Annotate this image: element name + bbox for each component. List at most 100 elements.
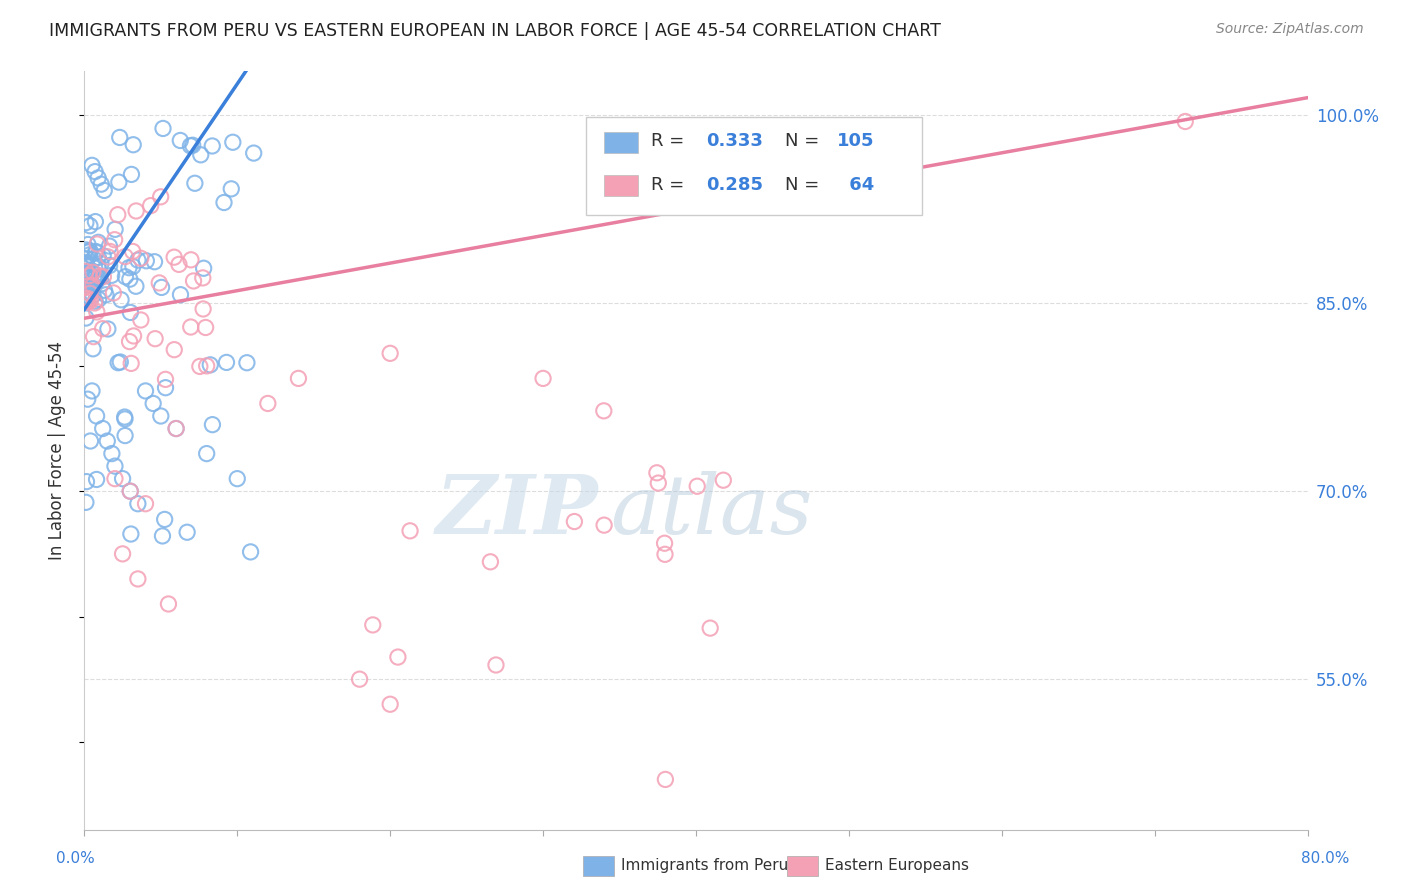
Text: 0.0%: 0.0%: [56, 851, 96, 865]
Point: [114, 412, 136, 426]
Point: [76, 270, 98, 285]
Point: [100, 268, 122, 283]
Text: Source: ZipAtlas.com: Source: ZipAtlas.com: [1216, 22, 1364, 37]
Point: [239, 545, 262, 559]
Point: [201, 417, 224, 432]
Point: [593, 518, 616, 533]
Text: atlas: atlas: [610, 471, 813, 551]
Point: [75, 259, 97, 273]
Point: [127, 253, 149, 268]
Point: [77, 292, 100, 306]
Point: [80, 264, 103, 278]
Point: [79, 434, 101, 448]
Text: R =: R =: [651, 132, 690, 150]
Point: [135, 384, 157, 398]
Text: N =: N =: [786, 176, 825, 194]
Point: [79, 248, 101, 262]
Point: [90, 257, 112, 271]
Point: [79, 219, 101, 233]
Point: [180, 252, 202, 267]
Point: [149, 190, 172, 204]
Point: [76, 252, 98, 266]
Point: [167, 257, 190, 271]
Point: [118, 260, 141, 275]
Point: [135, 253, 157, 268]
Point: [76, 244, 98, 259]
Point: [86, 274, 108, 288]
Point: [142, 396, 165, 410]
Point: [129, 252, 152, 266]
Point: [155, 372, 177, 386]
Point: [104, 233, 127, 247]
Point: [80, 276, 103, 290]
Point: [76, 288, 98, 302]
Point: [191, 271, 214, 285]
Point: [91, 249, 114, 263]
Point: [222, 135, 245, 149]
Point: [236, 356, 259, 370]
Point: [91, 277, 114, 291]
Point: [200, 358, 222, 372]
Point: [82, 278, 104, 293]
Point: [97, 322, 120, 336]
Y-axis label: In Labor Force | Age 45-54: In Labor Force | Age 45-54: [48, 341, 66, 560]
Point: [120, 484, 142, 499]
Point: [135, 497, 157, 511]
Point: [110, 293, 132, 307]
Point: [257, 396, 280, 410]
Point: [84, 268, 107, 282]
Point: [82, 272, 104, 286]
Point: [87, 235, 110, 250]
Point: [152, 529, 174, 543]
Point: [98, 239, 121, 253]
Point: [195, 359, 218, 373]
Point: [84, 294, 107, 309]
Point: [79, 268, 101, 283]
Point: [87, 259, 110, 273]
Point: [83, 296, 105, 310]
Text: ZIP: ZIP: [436, 471, 598, 551]
Point: [75, 495, 97, 509]
Point: [79, 278, 101, 293]
Point: [169, 133, 191, 147]
Point: [107, 208, 129, 222]
Point: [79, 293, 101, 308]
Point: [114, 410, 136, 425]
Point: [125, 204, 148, 219]
Point: [98, 244, 121, 259]
Point: [191, 301, 214, 316]
Point: [711, 473, 734, 487]
Point: [82, 342, 104, 356]
FancyBboxPatch shape: [586, 117, 922, 216]
Point: [114, 269, 136, 284]
Point: [75, 216, 97, 230]
Point: [120, 527, 142, 541]
Point: [76, 265, 98, 279]
Point: [103, 285, 125, 300]
Point: [86, 305, 108, 319]
Point: [190, 148, 212, 162]
Text: 105: 105: [837, 132, 875, 150]
Point: [75, 255, 97, 269]
Point: [108, 130, 131, 145]
Point: [84, 214, 107, 228]
Point: [157, 597, 180, 611]
Point: [104, 459, 127, 474]
Point: [179, 138, 201, 153]
Point: [149, 409, 172, 423]
Text: 0.333: 0.333: [706, 132, 762, 150]
Point: [93, 269, 115, 284]
Point: [76, 271, 98, 285]
Point: [143, 254, 166, 268]
Point: [76, 475, 98, 489]
Point: [87, 261, 110, 276]
Point: [91, 421, 114, 435]
Point: [349, 672, 371, 686]
Point: [96, 434, 118, 448]
Point: [479, 555, 502, 569]
Point: [201, 139, 224, 153]
Point: [86, 244, 108, 259]
Point: [139, 199, 162, 213]
Point: [176, 525, 198, 540]
Point: [107, 356, 129, 370]
